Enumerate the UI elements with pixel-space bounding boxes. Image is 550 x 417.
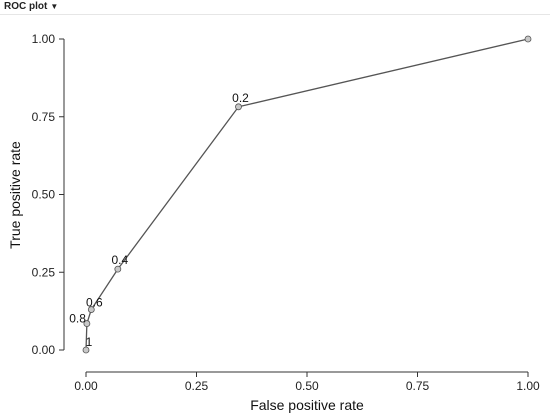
y-tick-label: 0.25 <box>32 265 56 279</box>
axes: 0.00 0.25 0.50 0.75 1.00 0.00 0.25 0.50 0.75 1.00 <box>32 32 540 393</box>
panel-title: ROC plot <box>4 1 48 12</box>
series-group: 10.80.6 0.4 0.2 <box>69 35 532 354</box>
roc-point <box>114 265 122 273</box>
y-tick-label: 1.00 <box>32 32 56 46</box>
x-tick-label: 0.75 <box>406 379 430 393</box>
y-tick-label: 0.75 <box>32 110 56 124</box>
y-axis-title: True positive rate <box>7 141 23 249</box>
x-tick-label: 0.25 <box>185 379 209 393</box>
threshold-label: 0.6 <box>86 296 103 310</box>
x-axis-title: False positive rate <box>250 397 364 413</box>
caret-down-icon: ▼ <box>50 2 59 11</box>
roc-plot-menu-toggle[interactable]: ROC plot ▼ <box>4 1 58 12</box>
roc-curve-line <box>85 38 529 351</box>
y-tick-label: 0.00 <box>32 343 56 357</box>
x-tick-label: 0.50 <box>295 379 319 393</box>
threshold-label: 0.2 <box>232 91 249 105</box>
y-tick-label: 0.50 <box>32 188 56 202</box>
x-tick-label: 1.00 <box>516 379 540 393</box>
x-tick-label: 0.00 <box>74 379 98 393</box>
roc-point <box>82 346 90 354</box>
roc-point <box>87 306 95 313</box>
roc-point <box>83 320 91 327</box>
panel-header: ROC plot ▼ <box>0 0 550 15</box>
roc-point <box>235 103 242 111</box>
threshold-label: 0.8 <box>69 312 86 326</box>
threshold-label: 1 <box>86 335 93 349</box>
roc-point <box>524 35 532 43</box>
threshold-label: 0.4 <box>111 253 128 267</box>
